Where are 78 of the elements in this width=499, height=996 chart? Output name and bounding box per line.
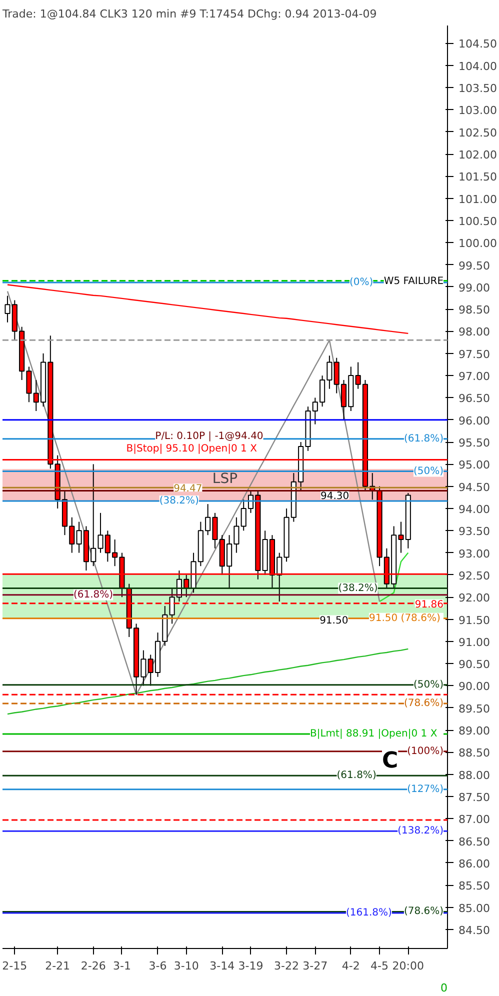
x-tick-label: 4-5 xyxy=(370,960,389,972)
x-tick-label: 3-14 xyxy=(210,960,235,972)
ref-line-label: B|Lmt| 88.91 |Open|0 1 X xyxy=(310,728,438,740)
chart-title: Trade: 1@104.84 CLK3 120 min #9 T:17454 DChg: 0.94 2013-04-09 xyxy=(2,8,377,20)
band-label: LSP xyxy=(212,471,238,488)
annotation: (61.8%) xyxy=(404,433,444,444)
y-tick-label: 90.50 xyxy=(458,658,490,672)
annotation: (138.2%) xyxy=(398,826,444,837)
y-tick-label: 96.00 xyxy=(458,414,490,428)
x-tick-label: 3-27 xyxy=(302,960,328,972)
text: 0 xyxy=(440,982,448,994)
y-tick-label: 89.00 xyxy=(458,724,490,738)
y-tick-label: 91.50 xyxy=(458,614,490,627)
y-tick-label: 86.50 xyxy=(458,835,490,848)
ref-line-label: 94.47 xyxy=(174,484,202,495)
y-tick-label: 100.00 xyxy=(458,237,497,250)
y-tick-label: 90.00 xyxy=(458,680,490,694)
x-tick-label: 3-10 xyxy=(174,960,199,972)
y-tick-label: 84.50 xyxy=(458,924,490,937)
y-tick-label: 101.00 xyxy=(458,192,497,206)
ref-line-label: 91.86 xyxy=(414,599,444,610)
annotation: (50%) xyxy=(414,466,444,477)
x-tick-label: 3-22 xyxy=(274,960,300,972)
y-tick-label: 100.50 xyxy=(458,214,497,228)
x-tick-label: 2-15 xyxy=(2,960,28,972)
x-tick-label: 2-26 xyxy=(80,960,106,972)
x-tick-label: 20:00 xyxy=(392,960,424,972)
y-tick-label: 91.00 xyxy=(458,636,490,649)
y-tick-label: 92.00 xyxy=(458,592,490,605)
x-tick-label: 3-6 xyxy=(148,960,167,972)
annotation: (0%) xyxy=(350,277,374,288)
y-tick-label: 97.50 xyxy=(458,348,490,361)
y-tick-label: 88.50 xyxy=(458,746,490,760)
y-tick-label: 102.00 xyxy=(458,148,497,162)
y-tick-label: 94.50 xyxy=(458,480,490,494)
y-tick-label: 87.50 xyxy=(458,791,490,804)
y-tick-label: 95.50 xyxy=(458,436,490,450)
y-tick-label: 98.00 xyxy=(458,326,490,339)
y-tick-label: 98.50 xyxy=(458,304,490,317)
x-tick-label: 3-1 xyxy=(112,960,131,972)
y-tick-label: 99.50 xyxy=(458,259,490,272)
y-tick-label: 104.50 xyxy=(458,38,497,51)
y-tick-label: 99.00 xyxy=(458,281,490,294)
annotation: 91.50 (78.6%) xyxy=(368,612,440,624)
annotation: (78.6%) xyxy=(404,698,444,709)
y-tick-label: 103.00 xyxy=(458,104,497,118)
y-tick-label: 87.00 xyxy=(458,813,490,826)
y-tick-label: 96.50 xyxy=(458,392,490,406)
ref-line-label: P/L: 0.10P | -1@94.40 xyxy=(155,431,264,442)
y-tick-label: 89.50 xyxy=(458,702,490,716)
annotation: 94.30 xyxy=(320,491,350,502)
y-tick-label: 85.50 xyxy=(458,880,490,893)
annotation: (61.8%) xyxy=(73,589,114,600)
annotation: (61.8%) xyxy=(336,770,376,782)
y-tick-label: 95.00 xyxy=(458,458,490,472)
x-tick-label: 3-19 xyxy=(238,960,264,972)
x-tick-label: 4-2 xyxy=(342,960,360,972)
y-tick-label: 93.00 xyxy=(458,547,490,560)
y-tick-label: 92.50 xyxy=(458,569,490,582)
y-tick-label: 88.00 xyxy=(458,768,490,782)
y-tick-label: 93.50 xyxy=(458,525,490,538)
y-tick-label: 94.00 xyxy=(458,502,490,516)
x-tick-label: 2-21 xyxy=(45,960,70,972)
y-tick-label: 103.50 xyxy=(458,82,497,96)
y-tick-label: 102.50 xyxy=(458,126,497,140)
y-tick-label: 86.00 xyxy=(458,857,490,870)
annotation: W5 FAILURE xyxy=(384,276,444,288)
y-tick-label: 85.00 xyxy=(458,902,490,915)
y-tick-label: 97.00 xyxy=(458,370,490,384)
annotation: (161.8%) xyxy=(346,908,392,919)
ref-line-label: B|Stop| 95.10 |Open|0 1 X xyxy=(126,443,258,454)
annotation: (78.6%) xyxy=(404,906,444,918)
annotation: (38.2%) xyxy=(159,495,200,506)
annotation: C xyxy=(382,748,398,774)
y-tick-label: 101.50 xyxy=(458,170,497,184)
annotation: 91.50 xyxy=(320,615,348,626)
y-tick-label: 104.00 xyxy=(458,60,497,73)
annotation: (38.2%) xyxy=(338,582,378,594)
